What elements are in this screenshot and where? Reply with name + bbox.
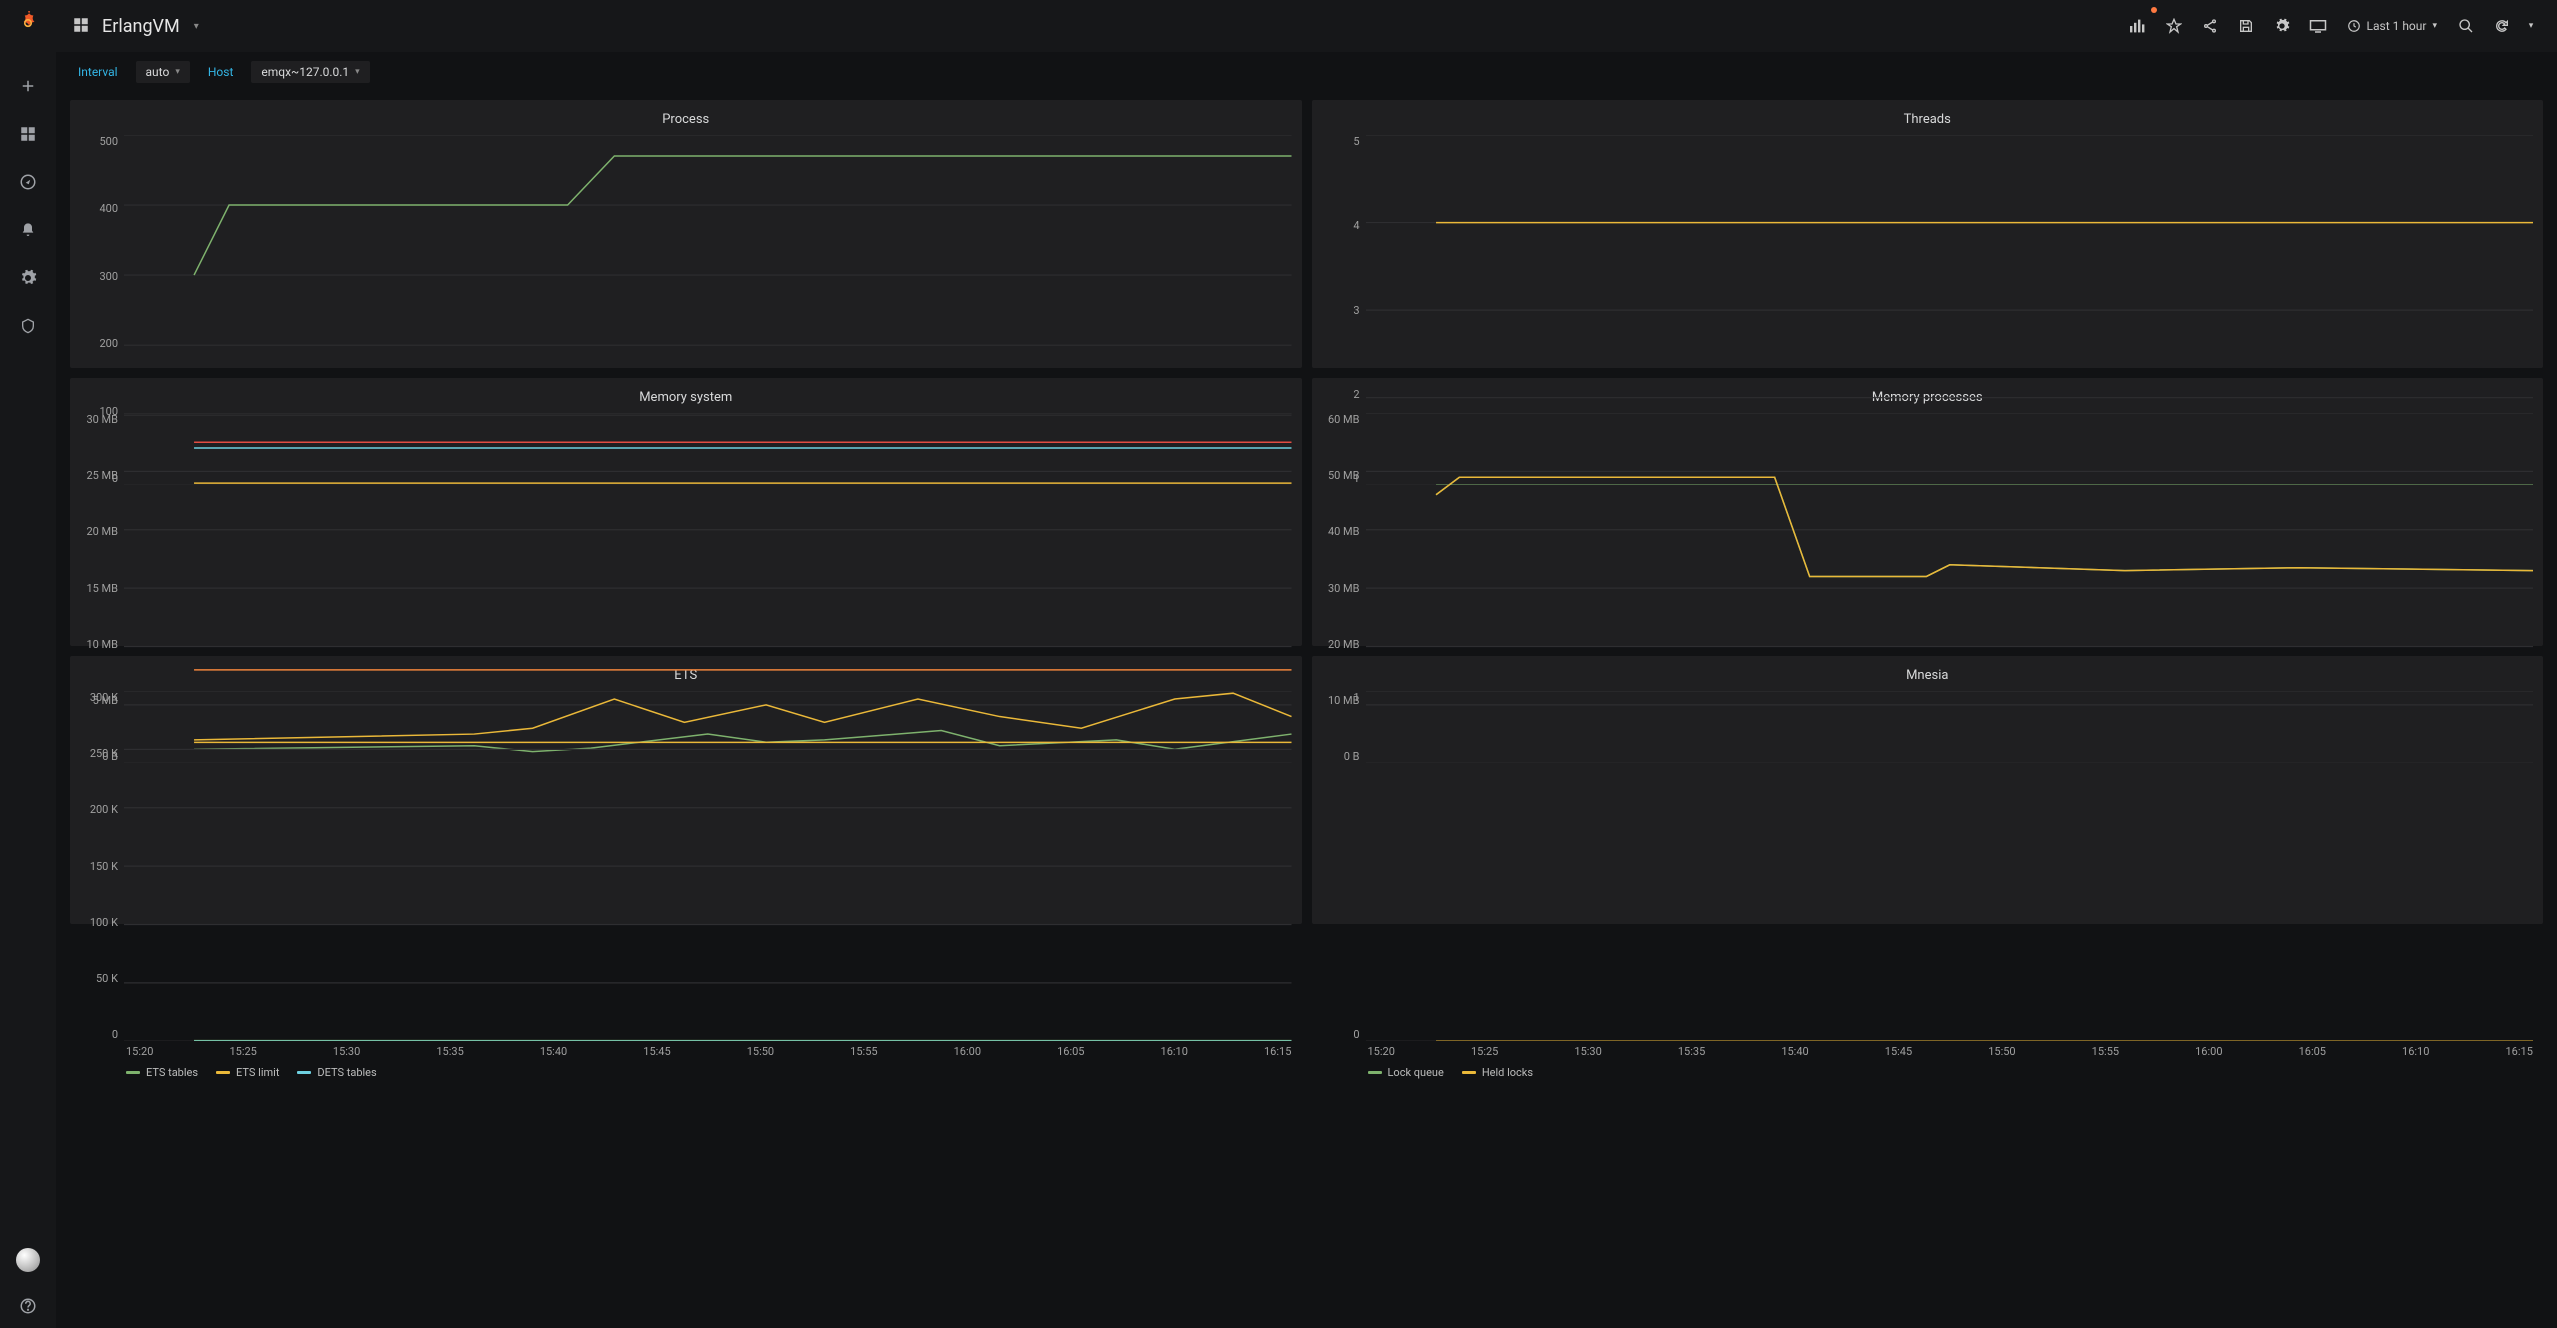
topbar: ErlangVM ▾ Last 1 hour ▾ ▾ xyxy=(56,0,2557,52)
dashboard-list-icon[interactable] xyxy=(72,16,90,37)
x-axis: 15:2015:2515:3015:3515:4015:4515:5015:55… xyxy=(80,1041,1292,1060)
legend-swatch xyxy=(216,1071,230,1074)
config-icon[interactable] xyxy=(18,268,38,288)
legend-label: ETS tables xyxy=(146,1066,198,1079)
var-host-label: Host xyxy=(200,61,242,83)
panel-mnesia[interactable]: Mnesia1015:2015:2515:3015:3515:4015:4515… xyxy=(1312,656,2544,924)
chevron-down-icon: ▾ xyxy=(175,67,180,77)
legend-label: Held locks xyxy=(1482,1066,1533,1079)
panel-threads[interactable]: Threads5432115:2015:2515:3015:3515:4015:… xyxy=(1312,100,2544,368)
dashboards-icon[interactable] xyxy=(18,124,38,144)
var-interval-select[interactable]: auto▾ xyxy=(136,61,190,83)
share-icon[interactable] xyxy=(2193,9,2227,43)
explore-icon[interactable] xyxy=(18,172,38,192)
legend-swatch xyxy=(1368,1071,1382,1074)
save-icon[interactable] xyxy=(2229,9,2263,43)
legend-swatch xyxy=(126,1071,140,1074)
legend-swatch xyxy=(297,1071,311,1074)
panel-memproc[interactable]: Memory processes60 MB50 MB40 MB30 MB20 M… xyxy=(1312,378,2544,646)
y-axis: 10 xyxy=(1322,691,1366,1041)
help-icon[interactable] xyxy=(18,1296,38,1316)
time-range-label: Last 1 hour xyxy=(2367,19,2427,33)
panel-ets[interactable]: ETS300 K250 K200 K150 K100 K50 K015:2015… xyxy=(70,656,1302,924)
panel-title: Process xyxy=(80,108,1292,135)
y-axis: 300 K250 K200 K150 K100 K50 K0 xyxy=(80,691,124,1041)
dashboard-title[interactable]: ErlangVM xyxy=(102,16,180,37)
x-axis: 15:2015:2515:3015:3515:4015:4515:5015:55… xyxy=(1322,1041,2534,1060)
legend-label: Lock queue xyxy=(1388,1066,1444,1079)
star-icon[interactable] xyxy=(2157,9,2191,43)
refresh-interval-dropdown[interactable]: ▾ xyxy=(2521,9,2541,43)
server-admin-icon[interactable] xyxy=(18,316,38,336)
legend-swatch xyxy=(1462,1071,1476,1074)
settings-icon[interactable] xyxy=(2265,9,2299,43)
add-icon[interactable] xyxy=(18,76,38,96)
legend: Lock queue Held locks xyxy=(1322,1060,2534,1081)
legend-item[interactable]: Lock queue xyxy=(1368,1066,1444,1079)
legend-item[interactable]: ETS limit xyxy=(216,1066,279,1079)
cycle-view-icon[interactable] xyxy=(2301,9,2335,43)
chevron-down-icon: ▾ xyxy=(2432,21,2437,31)
alerting-icon[interactable] xyxy=(18,220,38,240)
panel-process[interactable]: Process500400300200100015:2015:2515:3015… xyxy=(70,100,1302,368)
refresh-icon[interactable] xyxy=(2485,9,2519,43)
plot xyxy=(1366,691,2534,1041)
var-host-select[interactable]: emqx~127.0.0.1▾ xyxy=(251,61,369,83)
legend: ETS tables ETS limit DETS tables xyxy=(80,1060,1292,1081)
legend-label: ETS limit xyxy=(236,1066,279,1079)
template-variables-bar: Interval auto▾ Host emqx~127.0.0.1▾ xyxy=(56,52,2557,92)
dashboard-grid: Process500400300200100015:2015:2515:3015… xyxy=(56,92,2557,1328)
title-dropdown-icon[interactable]: ▾ xyxy=(194,21,199,32)
user-avatar[interactable] xyxy=(16,1248,40,1272)
plot xyxy=(124,691,1292,1041)
clock-icon xyxy=(2347,19,2361,33)
legend-item[interactable]: DETS tables xyxy=(297,1066,376,1079)
var-interval-label: Interval xyxy=(70,61,126,83)
panel-memsys[interactable]: Memory system30 MB25 MB20 MB15 MB10 MB5 … xyxy=(70,378,1302,646)
time-range-picker[interactable]: Last 1 hour ▾ xyxy=(2337,9,2447,43)
legend-label: DETS tables xyxy=(317,1066,376,1079)
legend-item[interactable]: ETS tables xyxy=(126,1066,198,1079)
panel-title: Threads xyxy=(1322,108,2534,135)
zoom-out-icon[interactable] xyxy=(2449,9,2483,43)
panel-add-icon[interactable] xyxy=(2121,9,2155,43)
chart-area: 300 K250 K200 K150 K100 K50 K0 xyxy=(80,691,1292,1041)
chart-area: 10 xyxy=(1322,691,2534,1041)
sidebar xyxy=(0,0,56,1328)
grafana-logo[interactable] xyxy=(14,8,42,36)
legend-item[interactable]: Held locks xyxy=(1462,1066,1533,1079)
chevron-down-icon: ▾ xyxy=(355,67,360,77)
